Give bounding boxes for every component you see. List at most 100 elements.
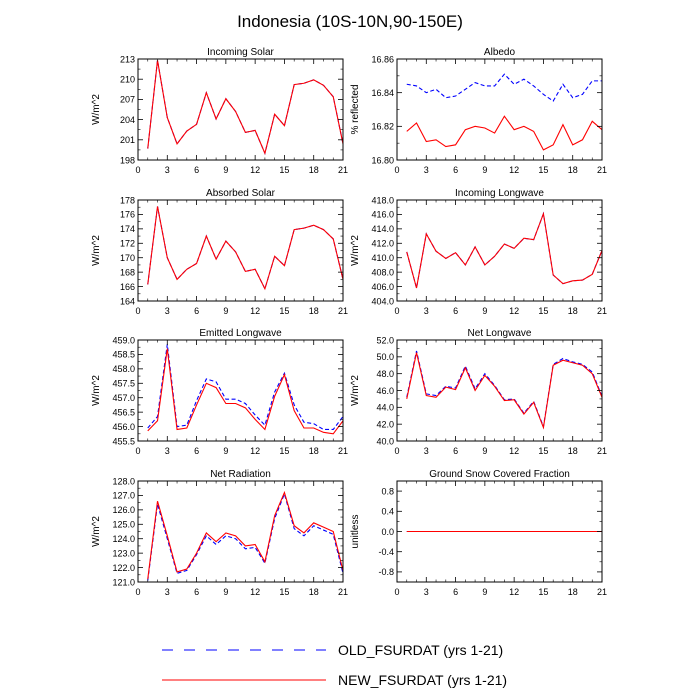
panel-title: Absorbed Solar: [206, 188, 276, 199]
y-tick-label: 124.0: [112, 534, 135, 544]
series-group: [147, 344, 343, 435]
y-axis-label: W/m^2: [91, 94, 102, 125]
series-line-new-fsurdat-yrs-1-21: [147, 60, 343, 155]
x-tick-label: 0: [135, 587, 140, 597]
x-tick-label: 9: [482, 165, 487, 175]
y-tick-label: 46.0: [376, 386, 394, 396]
x-tick-label: 15: [538, 446, 548, 456]
x-tick-label: 6: [453, 587, 458, 597]
panel-title: Incoming Longwave: [455, 188, 544, 199]
y-tick-label: 412.0: [371, 239, 394, 249]
series-group: [406, 211, 602, 289]
panel-emitted-longwave: Emitted Longwave W/m^2 0 3 6 9 12 15 18 21 455.5 45…: [91, 328, 348, 456]
x-tick-label: 6: [194, 446, 199, 456]
panel-title: Net Longwave: [468, 328, 532, 339]
plot-frame: [396, 339, 603, 442]
y-tick-label: 170: [120, 253, 135, 263]
x-tick-label: 12: [250, 165, 260, 175]
series-line-old-fsurdat-yrs-1-21: [406, 73, 602, 102]
y-tick-label: 0.0: [381, 527, 394, 537]
x-tick-label: 6: [194, 306, 199, 316]
figure-title: Indonesia (10S-10N,90-150E): [237, 12, 463, 31]
x-tick-label: 3: [424, 587, 429, 597]
x-tick-label: 0: [135, 306, 140, 316]
y-tick-label: 40.0: [376, 436, 394, 446]
y-tick-label: 410.0: [371, 253, 394, 263]
legend-label: NEW_FSURDAT (yrs 1-21): [338, 672, 507, 688]
y-axis-label: W/m^2: [91, 235, 102, 266]
y-axis-label: unitless: [350, 515, 361, 549]
legend: OLD_FSURDAT (yrs 1-21) NEW_FSURDAT (yrs 1…: [162, 642, 507, 688]
x-tick-label: 3: [424, 165, 429, 175]
y-axis-label: % reflected: [350, 84, 361, 134]
y-tick-label: 458.5: [112, 350, 135, 360]
y-tick-label: 16.84: [371, 88, 394, 98]
x-tick-label: 9: [223, 165, 228, 175]
x-tick-label: 15: [279, 306, 289, 316]
y-tick-label: 172: [120, 239, 135, 249]
y-tick-label: 0.8: [381, 486, 394, 496]
x-tick-label: 0: [394, 306, 399, 316]
y-tick-label: 455.5: [112, 436, 135, 446]
panels: Incoming Solar W/m^2 0 3 6 9 12 15 18 21 198 201 204…: [91, 47, 607, 597]
x-tick-label: 6: [453, 165, 458, 175]
x-tick-label: 9: [223, 306, 228, 316]
panel-title: Net Radiation: [210, 469, 271, 480]
x-tick-label: 6: [453, 306, 458, 316]
y-tick-label: 213: [120, 54, 135, 64]
panel-title: Ground Snow Covered Fraction: [429, 469, 570, 480]
legend-label: OLD_FSURDAT (yrs 1-21): [338, 642, 503, 658]
x-tick-label: 18: [568, 587, 578, 597]
x-tick-label: 21: [597, 165, 607, 175]
y-tick-label: 16.80: [371, 155, 394, 165]
panel-title: Incoming Solar: [207, 47, 274, 58]
x-tick-label: 18: [309, 587, 319, 597]
y-tick-label: 48.0: [376, 369, 394, 379]
x-tick-label: 0: [394, 165, 399, 175]
series-line-new-fsurdat-yrs-1-21: [406, 211, 602, 289]
x-tick-label: 9: [223, 446, 228, 456]
panel-ground-snow-covered-fraction: Ground Snow Covered Fraction unitless 0 3 6 9…: [350, 469, 607, 597]
x-tick-label: 12: [250, 446, 260, 456]
x-tick-label: 21: [338, 446, 348, 456]
series-line-old-fsurdat-yrs-1-21: [147, 492, 343, 581]
plot-frame: [137, 339, 344, 442]
x-tick-label: 21: [338, 587, 348, 597]
x-tick-label: 21: [338, 165, 348, 175]
x-tick-label: 3: [165, 306, 170, 316]
x-tick-label: 15: [279, 165, 289, 175]
y-tick-label: 168: [120, 267, 135, 277]
y-axis-label: W/m^2: [91, 375, 102, 406]
y-tick-label: 414.0: [371, 224, 394, 234]
y-tick-label: 418.0: [371, 195, 394, 205]
y-tick-label: 207: [120, 95, 135, 105]
y-tick-label: 210: [120, 75, 135, 85]
x-tick-label: 21: [597, 446, 607, 456]
y-tick-label: 121.0: [112, 577, 135, 587]
y-tick-label: -0.8: [378, 567, 394, 577]
series-group: [147, 60, 343, 155]
plot-frame: [396, 58, 603, 161]
panel-incoming-solar: Incoming Solar W/m^2 0 3 6 9 12 15 18 21 198 201 204…: [91, 47, 348, 175]
x-tick-label: 6: [194, 587, 199, 597]
y-tick-label: 406.0: [371, 282, 394, 292]
plot-frame: [137, 199, 344, 302]
y-tick-label: 456.0: [112, 422, 135, 432]
y-axis-label: W/m^2: [350, 375, 361, 406]
x-tick-label: 12: [509, 165, 519, 175]
x-tick-label: 6: [453, 446, 458, 456]
y-tick-label: 204: [120, 115, 135, 125]
y-tick-label: 459.0: [112, 335, 135, 345]
x-tick-label: 18: [568, 306, 578, 316]
x-tick-label: 18: [309, 446, 319, 456]
panel-albedo: Albedo % reflected 0 3 6 9 12 15 18 21 16.80 16.82 1…: [350, 47, 607, 175]
y-tick-label: 201: [120, 135, 135, 145]
panel-net-radiation: Net Radiation W/m^2 0 3 6 9 12 15 18 21 121.0 122.0…: [91, 469, 348, 597]
y-tick-label: 50.0: [376, 352, 394, 362]
y-tick-label: 176: [120, 210, 135, 220]
y-tick-label: 44.0: [376, 403, 394, 413]
panel-absorbed-solar: Absorbed Solar W/m^2 0 3 6 9 12 15 18 21 164 166 168…: [91, 188, 348, 316]
plot-frame: [396, 480, 603, 583]
